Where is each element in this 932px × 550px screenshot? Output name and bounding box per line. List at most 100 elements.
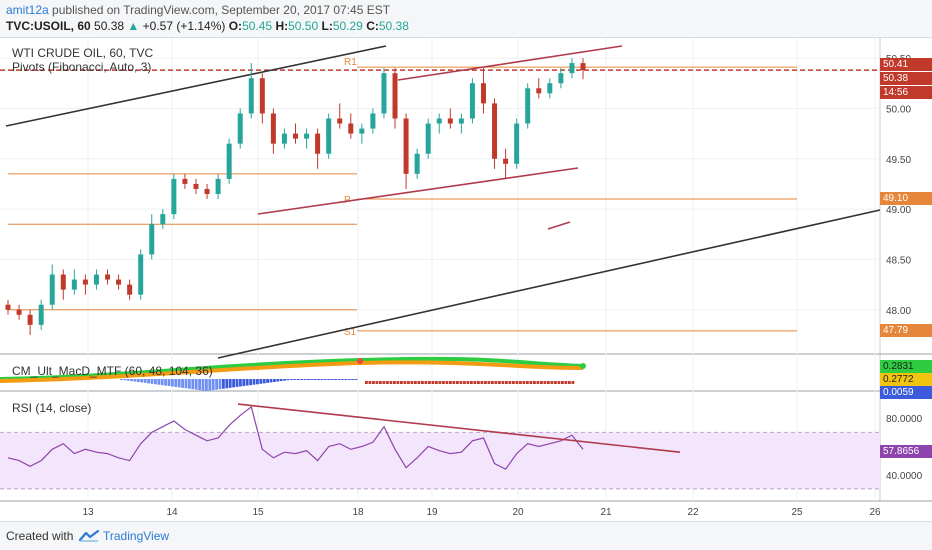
candle-body xyxy=(259,78,265,114)
candle-body xyxy=(348,123,354,134)
macd-histogram-bar xyxy=(351,379,354,380)
tradingview-brand-link[interactable]: TradingView xyxy=(103,529,170,543)
macd-histogram-bar xyxy=(344,379,348,380)
macd-histogram-bar xyxy=(133,379,137,382)
candle-body xyxy=(93,274,99,285)
macd-histogram-bar xyxy=(194,379,198,390)
macd-histogram-bar xyxy=(228,379,232,388)
candle-body xyxy=(182,178,188,184)
macd-histogram-bar xyxy=(354,379,358,380)
close-label: C: xyxy=(366,19,379,33)
macd-histogram-bar xyxy=(389,381,393,384)
macd-histogram-bar xyxy=(561,381,564,384)
x-tick-label: 22 xyxy=(687,507,699,518)
macd-histogram-bar xyxy=(307,379,310,380)
published-text: published on TradingView.com, September … xyxy=(52,3,391,17)
candle-body xyxy=(27,314,33,325)
candle-body xyxy=(370,113,376,129)
macd-histogram-bar xyxy=(554,381,557,384)
candle-body xyxy=(105,274,111,280)
candle-body xyxy=(436,118,442,124)
footer-bar: Created with TradingView xyxy=(0,521,932,550)
candle-body xyxy=(425,123,431,154)
macd-histogram-bar xyxy=(449,381,452,384)
chart-canvas[interactable]: 1314151819202122252650.5050.0049.5049.00… xyxy=(0,38,932,522)
macd-histogram-bar xyxy=(252,379,256,385)
low-label: L: xyxy=(321,19,333,33)
macd-histogram-bar xyxy=(232,379,235,388)
pivot-r1-label: R1 xyxy=(344,57,357,68)
macd-histogram-bar xyxy=(313,379,317,380)
macd-histogram-bar xyxy=(484,381,487,384)
macd-histogram-bar xyxy=(505,381,508,384)
pivot-s1-label: S1 xyxy=(344,327,357,338)
low-value: 50.29 xyxy=(332,19,363,33)
lower-trendline xyxy=(217,209,881,359)
macd-histogram-bar xyxy=(188,379,191,389)
price-tick-label: 49.50 xyxy=(886,155,911,166)
macd-histogram-bar xyxy=(431,381,435,384)
author-link[interactable]: amit12a xyxy=(6,3,49,17)
close-price-tag: 50.38 xyxy=(880,72,932,85)
x-tick-label: 14 xyxy=(166,507,178,518)
macd-histogram-bar xyxy=(269,379,273,383)
candle-body xyxy=(503,158,509,164)
macd-histogram-bar xyxy=(459,381,463,384)
candle-body xyxy=(414,153,420,174)
price-change: +0.57 (+1.14%) xyxy=(142,19,226,33)
macd-histogram-bar xyxy=(368,381,372,384)
candle-body xyxy=(171,178,177,215)
macd-histogram-bar xyxy=(211,379,215,391)
candle-body xyxy=(547,83,553,94)
macd-histogram-bar xyxy=(120,379,123,380)
macd-histogram-bar xyxy=(568,381,571,384)
publish-line: amit12a published on TradingView.com, Se… xyxy=(6,3,390,17)
candle-body xyxy=(315,133,321,154)
macd-line xyxy=(0,356,584,381)
macd-histogram-bar xyxy=(143,379,147,383)
macd-histogram-bar xyxy=(181,379,184,388)
candle-body xyxy=(580,63,586,71)
macd-histogram-bar xyxy=(130,379,133,382)
macd-histogram-bar xyxy=(547,381,550,384)
candle-body xyxy=(381,73,387,114)
macd-histogram-bar xyxy=(276,379,280,382)
channel-resistance-line xyxy=(397,45,623,81)
macd-histogram-bar xyxy=(550,381,554,384)
macd-histogram-bar xyxy=(164,379,167,386)
x-tick-label: 25 xyxy=(791,507,803,518)
macd-histogram-bar xyxy=(222,379,225,389)
channel-support-line xyxy=(257,167,579,215)
macd-histogram-bar xyxy=(536,381,540,384)
macd-histogram-bar xyxy=(157,379,161,385)
macd-histogram-bar xyxy=(540,381,543,384)
macd-histogram-bar xyxy=(365,381,368,384)
chart-area[interactable]: 1314151819202122252650.5050.0049.5049.00… xyxy=(0,38,932,522)
macd-histogram-bar xyxy=(225,379,229,389)
candle-body xyxy=(116,279,122,285)
ohlc-line: TVC:USOIL, 60 50.38 ▲ +0.57 (+1.14%) O:5… xyxy=(6,19,409,33)
macd-cross-marker xyxy=(357,358,363,364)
macd-histogram-bar xyxy=(249,379,252,386)
candle-body xyxy=(469,83,475,119)
macd-histogram-bar xyxy=(564,381,568,384)
price-tick-label: 50.00 xyxy=(886,104,911,115)
macd-histogram-bar xyxy=(466,381,470,384)
candle-body xyxy=(5,304,11,310)
macd-panel-title: CM_Ult_MacD_MTF (60, 48, 104, 36) xyxy=(12,364,213,378)
candle-body xyxy=(403,118,409,174)
macd-histogram-bar xyxy=(407,381,410,384)
macd-histogram-bar xyxy=(428,381,431,384)
macd-tag-1: 0.2831 xyxy=(880,360,932,373)
pivots-indicator-label: Pivots (Fibonacci, Auto, 3) xyxy=(12,60,152,74)
macd-cross-marker xyxy=(580,363,586,369)
candle-body xyxy=(392,73,398,119)
candle-body xyxy=(337,118,343,124)
macd-histogram-bar xyxy=(445,381,449,384)
x-tick-label: 26 xyxy=(869,507,881,518)
candle-body xyxy=(248,78,254,114)
candle-body xyxy=(525,88,531,124)
macd-histogram-bar xyxy=(184,379,188,389)
x-tick-label: 15 xyxy=(252,507,264,518)
macd-histogram-bar xyxy=(529,381,533,384)
